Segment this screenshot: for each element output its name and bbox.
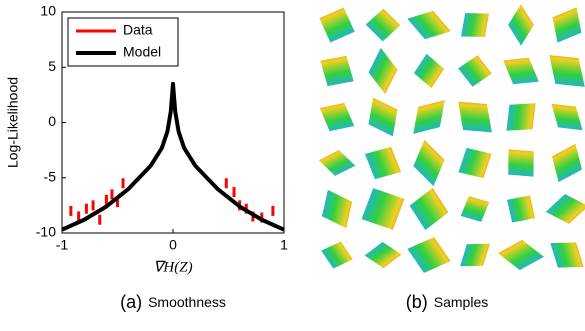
legend-label: Data [123,22,153,38]
legend-box [67,17,179,67]
sample-surface [551,103,583,131]
sample-surface [508,149,534,177]
legend-label: Model [123,44,161,60]
caption-label: (a) [120,292,142,312]
caption: (a) Smoothness [120,292,226,312]
sample-surface [318,150,356,176]
model-line [61,81,285,232]
sample-surface [458,55,492,87]
sample-surface [321,189,353,229]
sample-surface [552,143,582,183]
sample-surface [361,188,405,230]
caption-text: Samples [434,294,488,310]
sample-surface [508,4,534,46]
y-tick-label: 5 [48,58,56,74]
sample-surface [461,13,489,37]
sample-surface [460,243,490,267]
sample-surface [320,55,354,87]
sample-surface [368,97,398,137]
sample-surface [458,101,492,133]
sample-surface [550,242,584,268]
caption: (b) Samples [406,292,488,312]
sample-surface [503,57,539,85]
sample-surface [364,146,402,180]
sample-surface [364,241,402,269]
y-tick-label: -5 [44,168,57,184]
sample-surface [552,7,582,43]
y-tick-label: 10 [40,3,56,19]
x-tick-label: 1 [280,237,288,253]
y-axis-label: Log-Likelihood [5,77,21,168]
sample-surface [368,47,398,95]
sample-surface [409,187,449,231]
sample-surface [413,100,445,134]
sample-surface [407,10,451,40]
sample-surface [458,147,492,179]
sample-surface [545,193,585,225]
sample-surface [319,7,355,43]
sample-surface [365,8,401,42]
sample-surface [498,239,544,271]
sample-surface [413,139,445,187]
caption-text: Smoothness [148,294,226,310]
sample-surface [319,102,355,132]
sample-surface [321,241,353,269]
sample-surface [413,53,445,89]
caption-label: (b) [406,292,428,312]
x-tick-label: -1 [56,237,69,253]
sample-surface [506,103,536,131]
x-axis-label: ∇H(Z) [153,259,192,275]
sample-surface [407,237,451,273]
sample-surface [460,196,490,222]
sample-surface [507,195,535,223]
y-tick-label: 0 [48,113,56,129]
samples-grid [318,4,585,273]
x-tick-label: 0 [169,237,177,253]
sample-surface [549,55,585,87]
y-tick-label: -10 [36,224,56,240]
